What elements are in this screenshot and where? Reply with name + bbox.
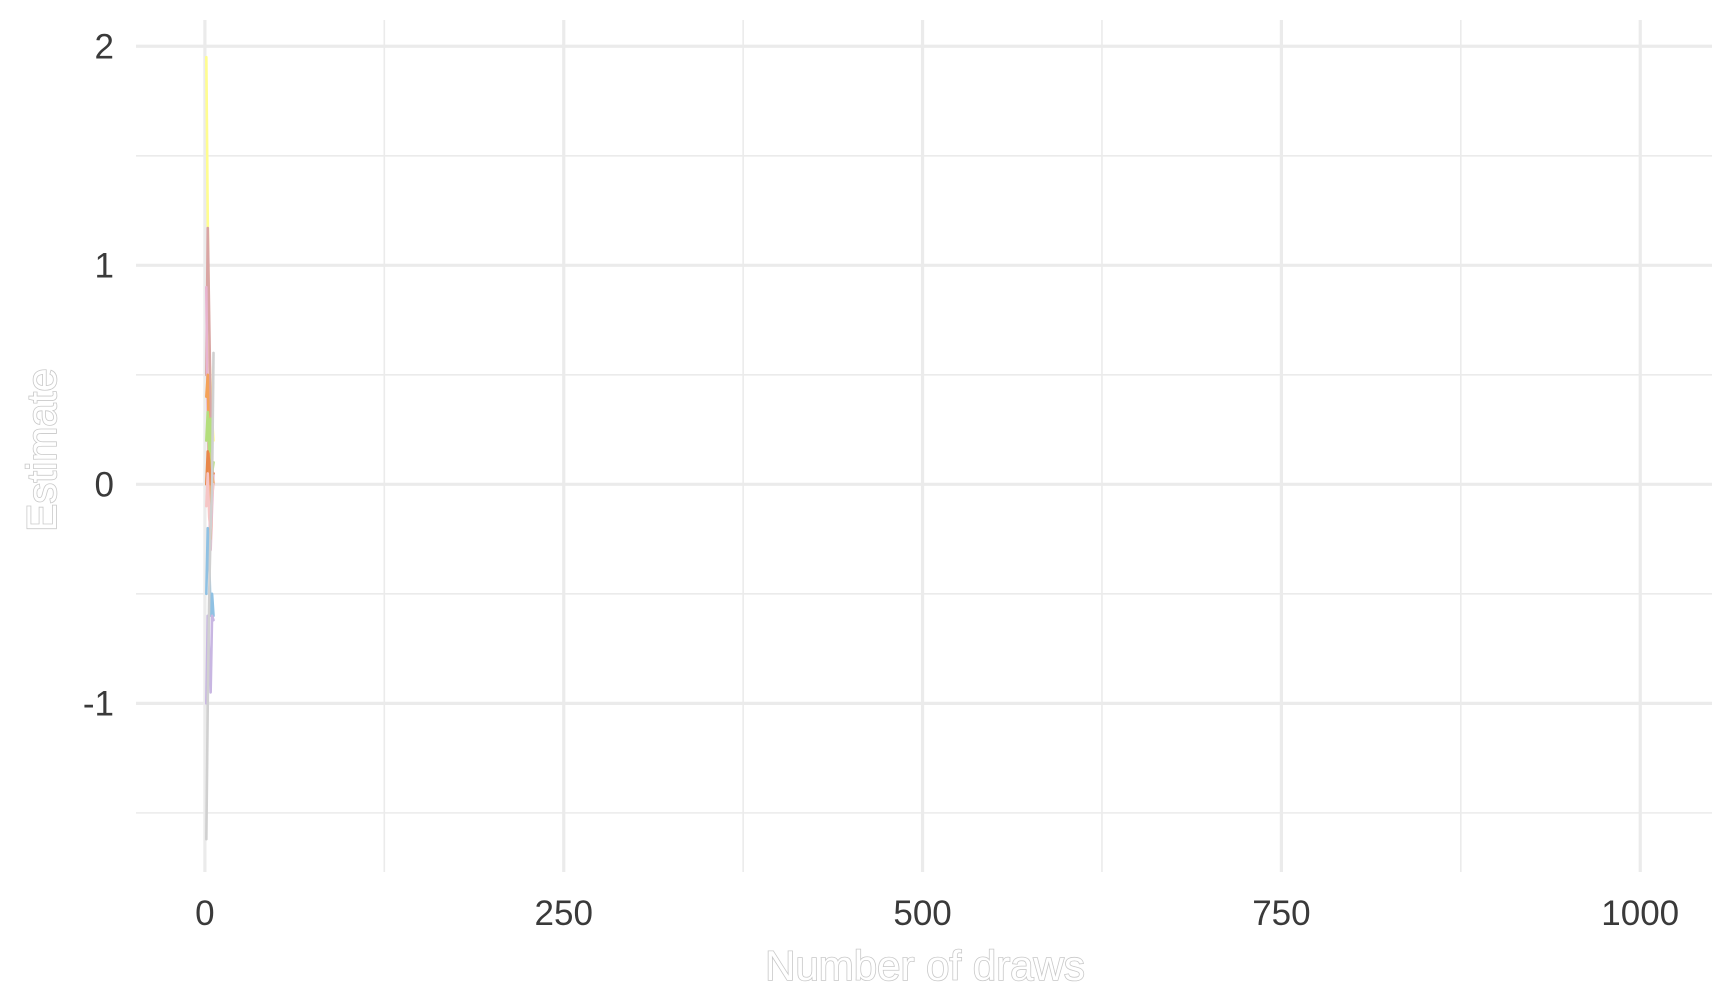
y-axis-title: Estimate: [18, 368, 65, 531]
y-tick-label: 1: [95, 246, 114, 285]
y-tick-label: 0: [95, 465, 114, 504]
x-tick-label: 1000: [1601, 894, 1679, 933]
y-tick-label: -1: [83, 684, 114, 723]
tick-labels: 0 250 500 750 1000 -1 0 1 2: [83, 27, 1679, 933]
x-tick-label: 250: [535, 894, 593, 933]
major-gridlines: [136, 20, 1712, 872]
x-axis-title: Number of draws: [765, 942, 1085, 989]
x-tick-label: 0: [195, 894, 214, 933]
series-line: [205, 351, 215, 841]
x-tick-label: 750: [1252, 894, 1310, 933]
series-lines: [205, 55, 215, 841]
y-tick-label: 2: [95, 27, 114, 66]
x-tick-label: 500: [893, 894, 951, 933]
